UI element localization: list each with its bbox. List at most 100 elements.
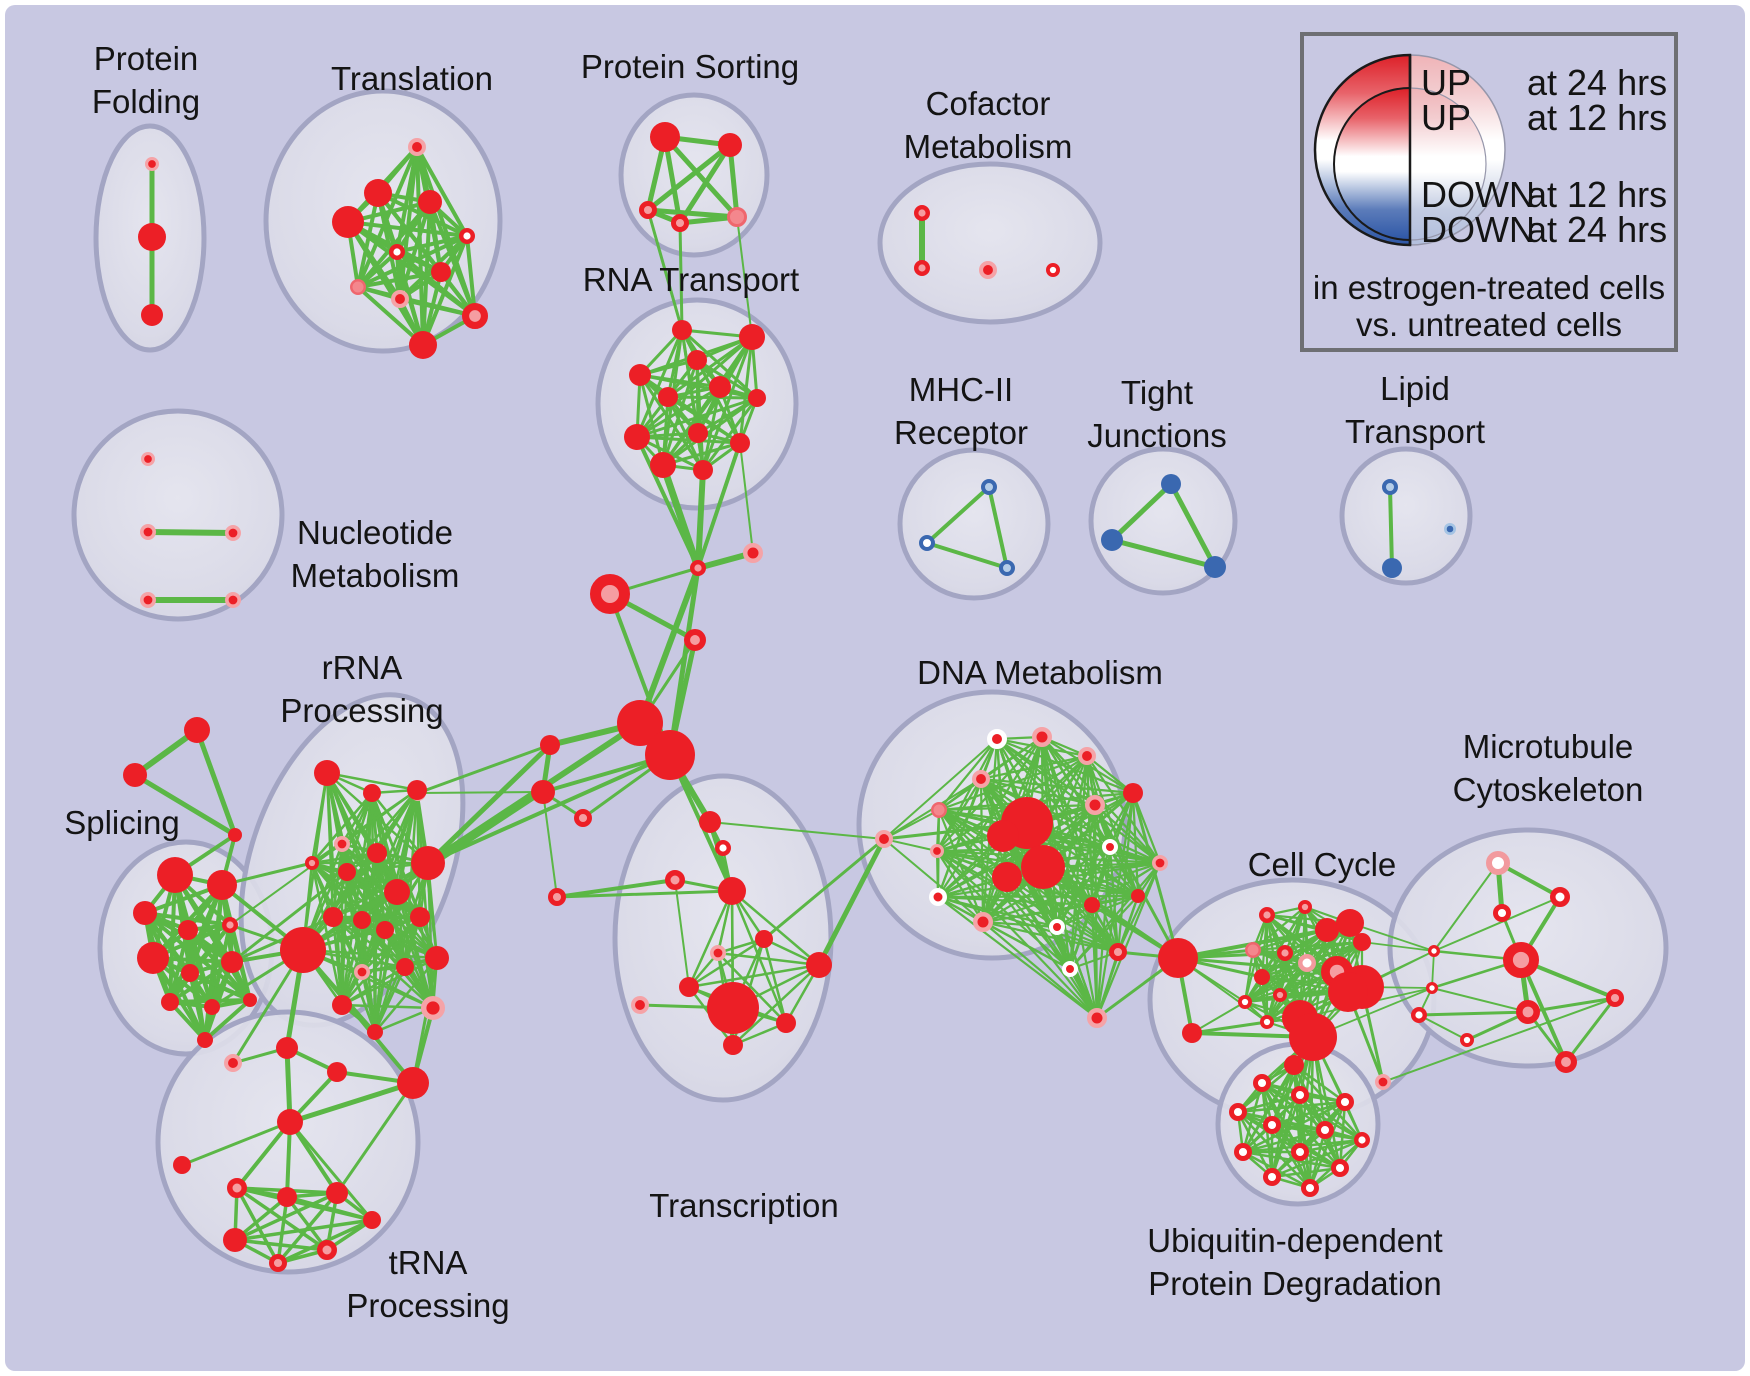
- legend-updown-glyph: [1313, 53, 1506, 247]
- cluster-label-protein-folding: Protein: [94, 40, 199, 77]
- cluster-ellipse-lipid-transport: [1339, 446, 1473, 586]
- network-edge: [1093, 803, 1180, 960]
- network-edge: [1190, 1020, 1269, 1035]
- network-node: [410, 907, 430, 927]
- network-node: [140, 452, 155, 467]
- network-edge: [935, 849, 1099, 1020]
- network-node: [1273, 987, 1288, 1002]
- network-edge: [981, 920, 1072, 971]
- network-node: [1298, 954, 1316, 972]
- network-node: [1486, 851, 1510, 875]
- cluster-label-splicing: Splicing: [64, 804, 180, 841]
- network-edge: [981, 920, 1099, 1020]
- network-edge: [1005, 875, 1120, 954]
- network-node: [1062, 961, 1078, 977]
- network-node: [1353, 933, 1371, 951]
- network-edge: [356, 285, 425, 347]
- network-edge: [1116, 791, 1135, 954]
- network-node: [1152, 854, 1169, 871]
- network-edge: [1417, 1010, 1530, 1017]
- network-node: [409, 331, 437, 359]
- network-edge: [1095, 861, 1162, 1020]
- network-node: [1298, 899, 1313, 914]
- network-edge: [1131, 791, 1180, 960]
- network-node: [459, 227, 476, 244]
- network-edge: [220, 861, 314, 887]
- network-node: [221, 917, 238, 934]
- network-node: [1330, 1158, 1349, 1177]
- network-node: [1289, 1013, 1337, 1061]
- network-node: [197, 1032, 213, 1048]
- network-edge: [285, 1195, 329, 1252]
- network-node: [280, 927, 326, 973]
- network-edge: [310, 791, 374, 865]
- network-edge: [1131, 791, 1140, 898]
- network-edge: [555, 878, 677, 899]
- cluster-label-rrna-processing: rRNA: [322, 649, 403, 686]
- network-node: [755, 930, 773, 948]
- network-edge: [979, 777, 1135, 795]
- network-node: [1353, 1131, 1370, 1148]
- network-node: [1233, 1142, 1252, 1161]
- cluster-label-ubiquitin-degradation: Protein Degradation: [1148, 1265, 1442, 1302]
- network-edge: [816, 836, 887, 968]
- network-edge: [645, 207, 740, 220]
- network-edge: [662, 134, 740, 220]
- network-edge: [1270, 1123, 1312, 1190]
- network-edge: [1564, 996, 1617, 1064]
- network-edge: [677, 142, 733, 226]
- network-node: [684, 629, 707, 652]
- network-node: [1260, 1014, 1275, 1029]
- network-node: [1300, 1178, 1319, 1197]
- network-edge: [1236, 1100, 1347, 1114]
- network-node: [629, 364, 651, 386]
- network-node: [1262, 1115, 1281, 1134]
- network-node: [687, 350, 707, 370]
- legend-footer-line2: vs. untreated cells: [1356, 306, 1622, 343]
- network-node: [718, 133, 742, 157]
- network-edge: [325, 771, 419, 792]
- network-node: [1428, 945, 1441, 958]
- network-node: [1258, 907, 1275, 924]
- network-edge: [731, 963, 821, 1047]
- network-node: [228, 828, 242, 842]
- network-node: [1158, 938, 1198, 978]
- network-edge: [230, 870, 349, 964]
- network-edge: [287, 1080, 416, 1125]
- network-node: [137, 942, 169, 974]
- cluster-label-nucleotide-metabolism: Nucleotide: [297, 514, 453, 551]
- network-edge: [356, 250, 399, 289]
- cluster-label-nucleotide-metabolism: Metabolism: [291, 557, 460, 594]
- legend-up-24-dir: UP: [1421, 62, 1472, 103]
- network-edge: [1068, 791, 1135, 971]
- network-edge: [1251, 940, 1364, 952]
- network-edge: [1093, 803, 1120, 954]
- network-edge: [143, 911, 232, 927]
- network-edge: [883, 738, 998, 840]
- network-node: [715, 840, 732, 857]
- network-edge: [646, 208, 684, 332]
- network-edge: [415, 788, 435, 1010]
- network-node: [1101, 529, 1123, 551]
- network-edge: [762, 937, 788, 1025]
- network-node: [327, 1062, 347, 1082]
- network-node: [1161, 474, 1181, 494]
- network-edge: [229, 843, 343, 926]
- network-node: [123, 763, 147, 787]
- network-node: [173, 1156, 191, 1174]
- network-node: [658, 387, 678, 407]
- network-node: [1254, 969, 1270, 985]
- network-edge: [1382, 997, 1616, 1083]
- network-node: [389, 243, 406, 260]
- network-edge: [1298, 1138, 1364, 1154]
- network-edge: [235, 1186, 280, 1265]
- network-node: [547, 887, 566, 906]
- network-edge: [739, 442, 754, 554]
- network-edge: [1068, 894, 1140, 971]
- network-node: [161, 993, 179, 1011]
- network-node: [314, 760, 340, 786]
- network-edge: [687, 963, 821, 989]
- network-node: [225, 524, 242, 541]
- network-node: [133, 901, 157, 925]
